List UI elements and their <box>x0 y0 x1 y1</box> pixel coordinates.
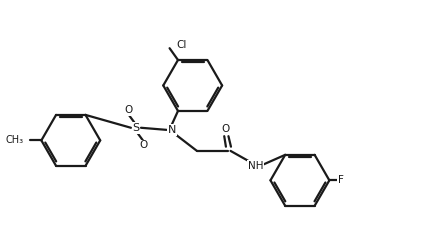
Text: O: O <box>139 140 148 150</box>
Text: CH₃: CH₃ <box>5 135 23 145</box>
Text: Cl: Cl <box>176 40 186 50</box>
Text: N: N <box>167 125 176 135</box>
Text: F: F <box>338 175 344 185</box>
Text: O: O <box>124 105 132 115</box>
Text: S: S <box>132 123 139 133</box>
Text: NH: NH <box>248 161 264 171</box>
Text: O: O <box>222 124 230 134</box>
